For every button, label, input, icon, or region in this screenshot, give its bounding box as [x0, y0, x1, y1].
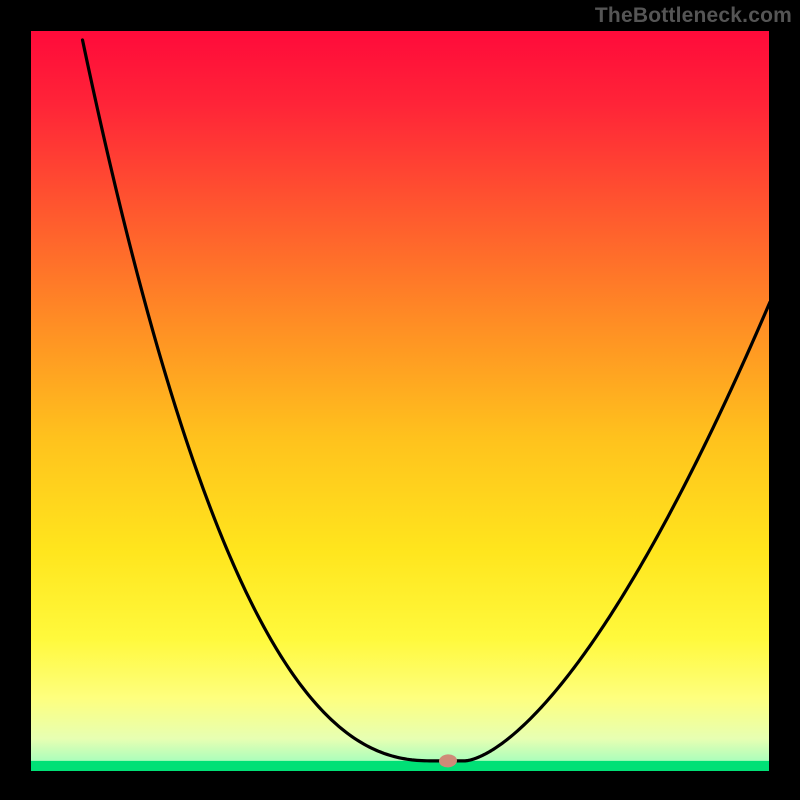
baseline-bar: [30, 761, 770, 772]
bottleneck-chart-svg: [0, 0, 800, 800]
gradient-background: [30, 30, 770, 772]
chart-container: TheBottleneck.com: [0, 0, 800, 800]
